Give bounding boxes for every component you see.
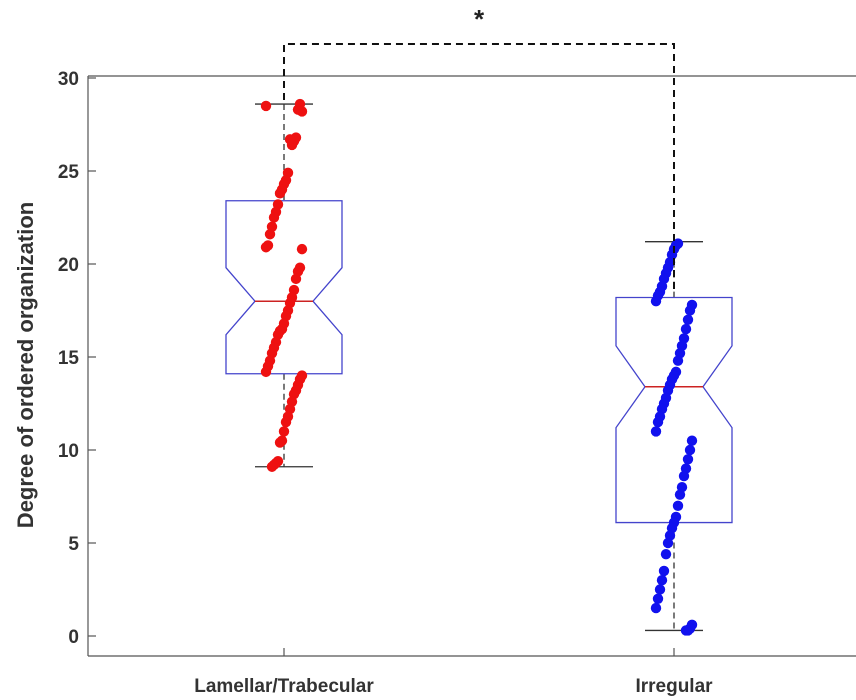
data-point [260,100,272,112]
data-point [266,461,278,472]
y-tick-label: 20 [58,255,79,276]
y-tick-label: 30 [58,69,79,90]
data-point [680,625,692,636]
data-point [268,212,280,223]
y-tick-label: 15 [58,348,80,369]
data-point [684,444,696,456]
y-tick-label: 5 [68,534,79,555]
data-point [678,470,690,482]
data-point [290,273,302,285]
data-point [686,435,698,446]
y-tick-label: 25 [58,162,80,183]
data-point [658,565,670,577]
data-point [674,489,686,500]
data-point [260,242,272,253]
x-tick-label: Irregular [635,676,713,697]
data-point [680,323,692,335]
data-point [672,500,684,511]
data-point [278,426,290,437]
data-point [296,243,308,255]
data-point [280,416,292,428]
data-point [652,593,664,604]
plot-area: 0 5 10 15 20 25 30 Lamellar/Trabecular Irregular… [58,4,856,697]
data-point [672,355,684,366]
data-point [684,305,696,316]
notched-box [225,200,343,375]
significance-label: * [474,4,485,34]
notched-box [615,296,733,524]
data-point [264,229,276,240]
y-axis-title: Degree of ordered organization [13,202,38,528]
x-tick-label: Lamellar/Trabecular [194,676,374,697]
y-tick-label: 0 [68,627,79,648]
data-point [682,454,694,465]
data-point [650,296,662,307]
data-point [652,416,664,428]
data-point [650,602,662,614]
significance-bracket [283,43,675,294]
data-point [260,366,272,378]
data-point [274,437,286,448]
data-point [292,104,304,115]
data-point [654,584,666,595]
data-point [650,426,662,437]
data-point [662,537,674,549]
data-point [682,314,694,325]
data-point [660,548,672,560]
data-point [274,188,286,199]
data-point [656,575,668,586]
data-point [284,134,296,145]
y-tick-label: 10 [58,441,79,462]
